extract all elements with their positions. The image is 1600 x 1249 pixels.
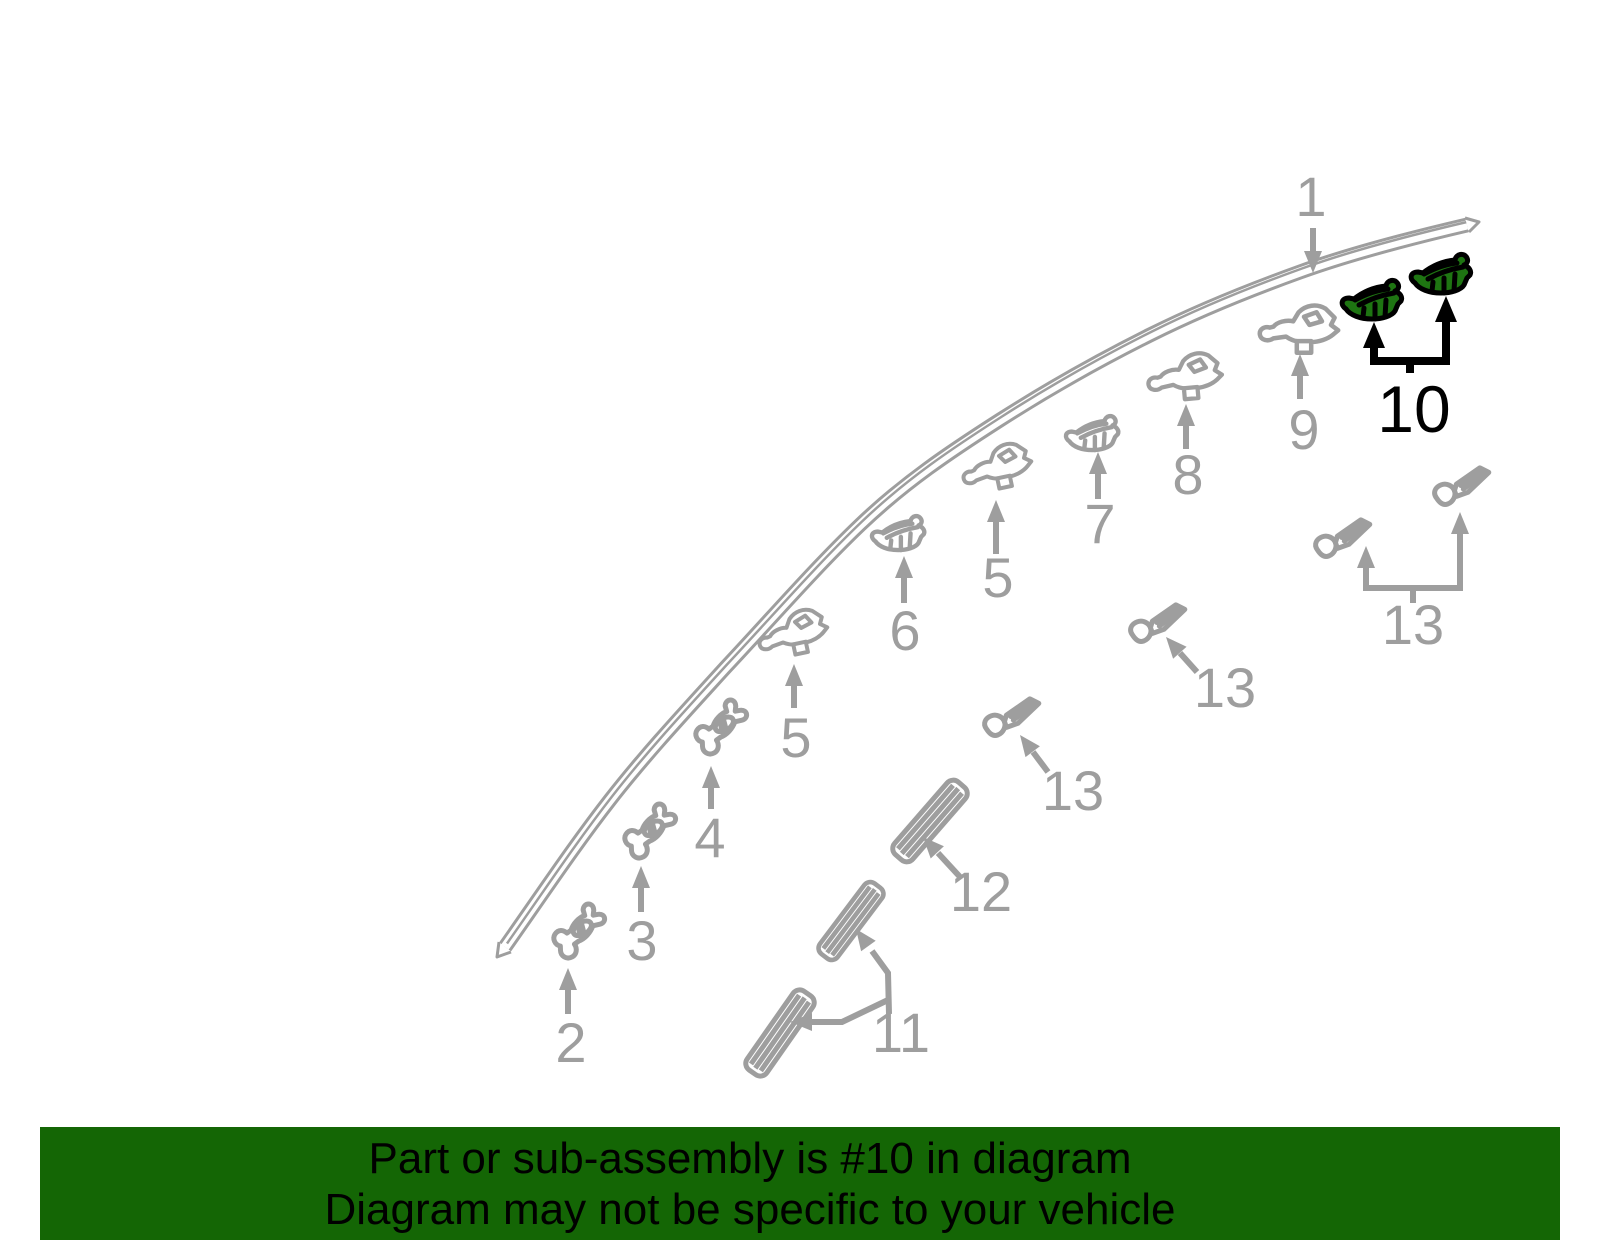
clip-part-13-lower	[982, 697, 1043, 737]
banner-line-1: Part or sub-assembly is #10 in diagram	[368, 1133, 1132, 1183]
part-label-4: 4	[694, 806, 725, 869]
arrow-part-8	[1177, 404, 1195, 449]
clip-part-6	[872, 516, 924, 550]
part-label-11: 11	[872, 1001, 930, 1064]
arrow-part-6	[895, 556, 913, 603]
bracket-part-11	[790, 929, 892, 1031]
roof-molding-strip	[495, 216, 1481, 959]
clip-part-9	[1260, 306, 1338, 353]
part-label-12: 12	[950, 860, 1012, 923]
banner-text: Part or sub-assembly is #10 in diagram D…	[40, 1133, 1460, 1235]
arrow-part-2	[559, 968, 577, 1014]
arrow-part-5-upper	[987, 500, 1005, 554]
arrow-part-9	[1291, 354, 1309, 399]
part-label-13-lower: 13	[1042, 759, 1104, 822]
clip-part-7	[1066, 416, 1118, 450]
part-label-13-pair: 13	[1382, 593, 1444, 656]
banner-line-2: Diagram may not be specific to your vehi…	[324, 1184, 1176, 1234]
clip-part-3	[619, 800, 679, 861]
arrow-part-13-middle	[1166, 637, 1200, 675]
part-label-5-lower: 5	[780, 706, 811, 769]
part-label-8: 8	[1172, 443, 1203, 506]
part-label-10-highlighted: 10	[1377, 372, 1450, 446]
arrow-part-12	[923, 837, 964, 881]
part-label-2: 2	[555, 1011, 586, 1074]
part-label-5-upper: 5	[982, 546, 1013, 609]
part-label-1: 1	[1295, 165, 1326, 228]
pad-part-11-upper	[816, 879, 887, 963]
part-label-9: 9	[1288, 398, 1319, 461]
part-label-7: 7	[1084, 492, 1115, 555]
strip-bottom-tip	[495, 941, 512, 959]
clip-part-8	[1146, 351, 1224, 402]
arrow-part-5-lower	[785, 664, 803, 708]
arrow-part-1	[1304, 228, 1322, 273]
arrow-part-13-lower	[1020, 735, 1051, 774]
arrow-part-3	[632, 866, 650, 912]
part-label-6: 6	[889, 599, 920, 662]
clip-part-2	[548, 900, 608, 961]
clip-part-13-middle	[1128, 603, 1189, 643]
pad-part-11-lower	[743, 987, 818, 1079]
clip-part-10-right-highlighted	[1411, 254, 1470, 293]
part-label-13-middle: 13	[1194, 656, 1256, 719]
bracket-part-13-pair	[1357, 512, 1469, 603]
clip-part-10-left-highlighted	[1342, 280, 1401, 319]
arrow-part-4	[702, 766, 720, 809]
clip-part-13-pair-right	[1432, 466, 1493, 506]
strip-top-tip	[1464, 216, 1481, 234]
highlight-banner: Part or sub-assembly is #10 in diagram D…	[40, 1127, 1560, 1240]
arrow-part-7	[1089, 452, 1107, 499]
bracket-part-10-highlighted	[1363, 296, 1457, 373]
part-label-3: 3	[626, 909, 657, 972]
